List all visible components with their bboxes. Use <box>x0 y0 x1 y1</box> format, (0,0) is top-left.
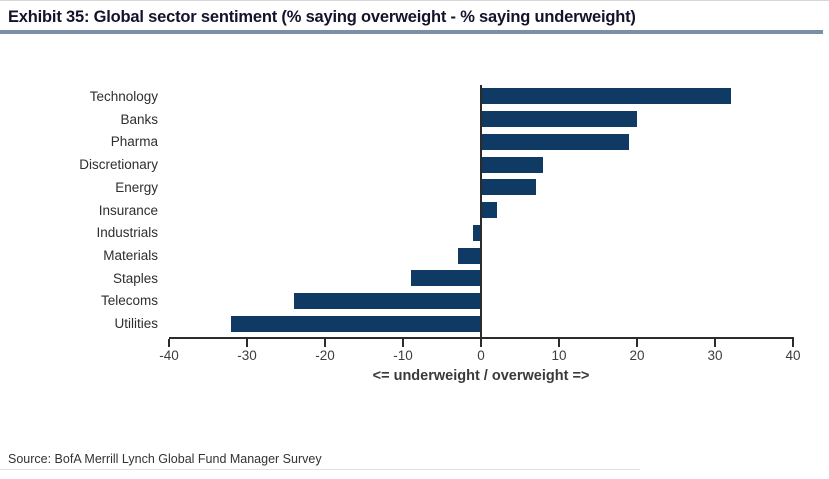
bar-track <box>169 176 793 199</box>
bar-banks <box>481 111 637 128</box>
source-note: Source: BofA Merrill Lynch Global Fund M… <box>8 452 322 466</box>
x-tick-label: 30 <box>707 348 723 363</box>
bar-energy <box>481 179 536 196</box>
x-tick <box>792 339 794 347</box>
category-label: Telecoms <box>100 293 158 309</box>
x-tick-label: -30 <box>237 348 257 363</box>
x-axis-line <box>169 337 794 339</box>
x-tick <box>246 339 248 347</box>
chart-row-insurance: Insurance <box>0 199 793 222</box>
category-label: Utilities <box>114 316 158 332</box>
x-tick <box>324 339 326 347</box>
bar-staples <box>410 270 481 287</box>
bar-track <box>169 221 793 244</box>
chart-row-industrials: Industrials <box>0 221 793 244</box>
chart-row-pharma: Pharma <box>0 130 793 153</box>
chart-row-staples: Staples <box>0 267 793 290</box>
sentiment-bar-chart: Technology Banks Pharma Discretionary Energy… <box>0 85 793 335</box>
bar-track <box>169 290 793 313</box>
bar-insurance <box>481 202 497 219</box>
x-tick-label: 0 <box>477 348 485 363</box>
bottom-hairline <box>0 469 640 470</box>
bar-track <box>169 130 793 153</box>
x-tick-label: 20 <box>629 348 645 363</box>
category-label: Technology <box>89 88 158 104</box>
x-tick <box>714 339 716 347</box>
x-tick <box>168 339 170 347</box>
x-tick <box>636 339 638 347</box>
x-tick-label: -40 <box>159 348 179 363</box>
chart-row-materials: Materials <box>0 244 793 267</box>
bar-track <box>169 267 793 290</box>
x-tick-label: -10 <box>393 348 413 363</box>
category-label: Pharma <box>110 134 158 150</box>
chart-row-discretionary: Discretionary <box>0 153 793 176</box>
category-label: Industrials <box>96 225 158 241</box>
chart-row-energy: Energy <box>0 176 793 199</box>
category-label: Energy <box>115 179 158 195</box>
x-tick <box>402 339 404 347</box>
category-label: Materials <box>103 248 158 263</box>
x-tick <box>480 339 482 347</box>
bar-track <box>169 244 793 267</box>
bar-utilities <box>231 315 481 332</box>
x-tick <box>558 339 560 347</box>
chart-row-banks: Banks <box>0 108 793 131</box>
bar-track <box>169 153 793 176</box>
bar-track <box>169 199 793 222</box>
bar-discretionary <box>481 156 544 173</box>
chart-row-technology: Technology <box>0 85 793 108</box>
bar-technology <box>481 88 731 105</box>
bar-track <box>169 312 793 335</box>
bar-industrials <box>473 224 481 241</box>
x-tick-label: 40 <box>785 348 801 363</box>
zero-axis-line <box>480 85 482 346</box>
category-label: Banks <box>120 111 158 127</box>
bar-materials <box>457 247 481 264</box>
bar-track <box>169 108 793 131</box>
bar-track <box>169 85 793 108</box>
x-tick-label: 10 <box>551 348 567 363</box>
chart-row-utilities: Utilities <box>0 312 793 335</box>
x-axis-title: <= underweight / overweight => <box>372 368 590 384</box>
title-underline <box>0 30 823 34</box>
bar-pharma <box>481 133 630 150</box>
x-tick-label: -20 <box>315 348 335 363</box>
category-label: Discretionary <box>79 157 158 173</box>
exhibit-title: Exhibit 35: Global sector sentiment (% s… <box>8 7 636 26</box>
bar-telecoms <box>293 292 481 309</box>
category-label: Insurance <box>98 202 158 218</box>
category-label: Staples <box>112 270 158 286</box>
chart-row-telecoms: Telecoms <box>0 290 793 313</box>
